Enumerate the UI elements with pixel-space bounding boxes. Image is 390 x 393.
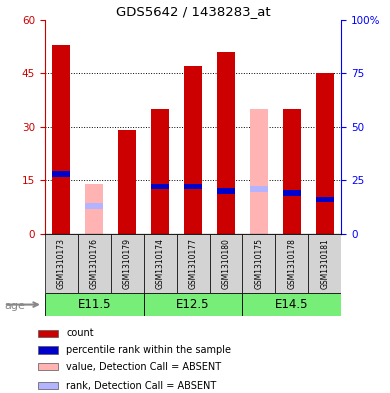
Text: rank, Detection Call = ABSENT: rank, Detection Call = ABSENT xyxy=(66,381,216,391)
Text: E12.5: E12.5 xyxy=(176,298,210,311)
Bar xyxy=(38,330,57,337)
Text: GSM1310181: GSM1310181 xyxy=(320,238,329,289)
Bar xyxy=(151,184,169,189)
Text: GSM1310175: GSM1310175 xyxy=(254,238,263,289)
Text: count: count xyxy=(66,329,94,338)
Bar xyxy=(283,109,301,234)
Bar xyxy=(316,197,334,202)
Bar xyxy=(144,293,243,316)
Text: E14.5: E14.5 xyxy=(275,298,308,311)
Text: GSM1310179: GSM1310179 xyxy=(123,238,132,289)
Text: GSM1310174: GSM1310174 xyxy=(156,238,165,289)
Bar xyxy=(177,234,209,293)
Bar xyxy=(111,234,144,293)
Bar xyxy=(217,52,235,234)
Bar xyxy=(85,184,103,234)
Bar xyxy=(38,347,57,354)
Bar xyxy=(52,45,70,234)
Text: GSM1310173: GSM1310173 xyxy=(57,238,66,289)
Text: percentile rank within the sample: percentile rank within the sample xyxy=(66,345,231,355)
Text: GSM1310177: GSM1310177 xyxy=(188,238,198,289)
Text: GSM1310178: GSM1310178 xyxy=(287,238,296,289)
Bar xyxy=(151,109,169,234)
Bar xyxy=(217,188,235,194)
Bar xyxy=(184,184,202,189)
Bar xyxy=(308,234,341,293)
Bar xyxy=(243,234,275,293)
Bar xyxy=(209,234,243,293)
Text: E11.5: E11.5 xyxy=(78,298,111,311)
Bar xyxy=(85,203,103,209)
Bar xyxy=(275,234,308,293)
Text: age: age xyxy=(5,301,26,311)
Bar xyxy=(283,191,301,196)
Text: value, Detection Call = ABSENT: value, Detection Call = ABSENT xyxy=(66,362,222,372)
Bar xyxy=(78,234,111,293)
Bar xyxy=(38,382,57,389)
Bar xyxy=(45,234,78,293)
Bar xyxy=(184,66,202,234)
Bar xyxy=(250,186,268,191)
Bar xyxy=(316,73,334,234)
Bar xyxy=(45,293,144,316)
Bar xyxy=(144,234,177,293)
Bar xyxy=(243,293,341,316)
Title: GDS5642 / 1438283_at: GDS5642 / 1438283_at xyxy=(116,6,270,18)
Bar xyxy=(118,130,136,234)
Text: GSM1310176: GSM1310176 xyxy=(90,238,99,289)
Bar xyxy=(52,171,70,176)
Bar xyxy=(250,109,268,234)
Text: GSM1310180: GSM1310180 xyxy=(222,238,230,289)
Bar xyxy=(38,363,57,371)
